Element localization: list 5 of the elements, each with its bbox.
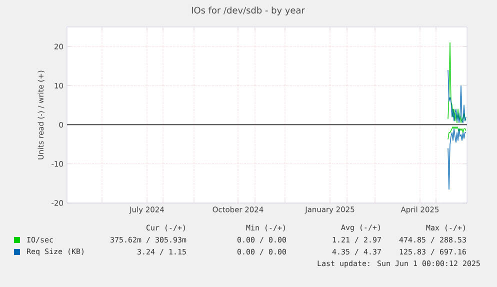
line-series <box>448 70 466 124</box>
line-series <box>448 42 466 124</box>
line-series <box>448 128 466 190</box>
chart-title: IOs for /dev/sdb - by year <box>192 6 305 16</box>
line-series <box>448 126 466 140</box>
